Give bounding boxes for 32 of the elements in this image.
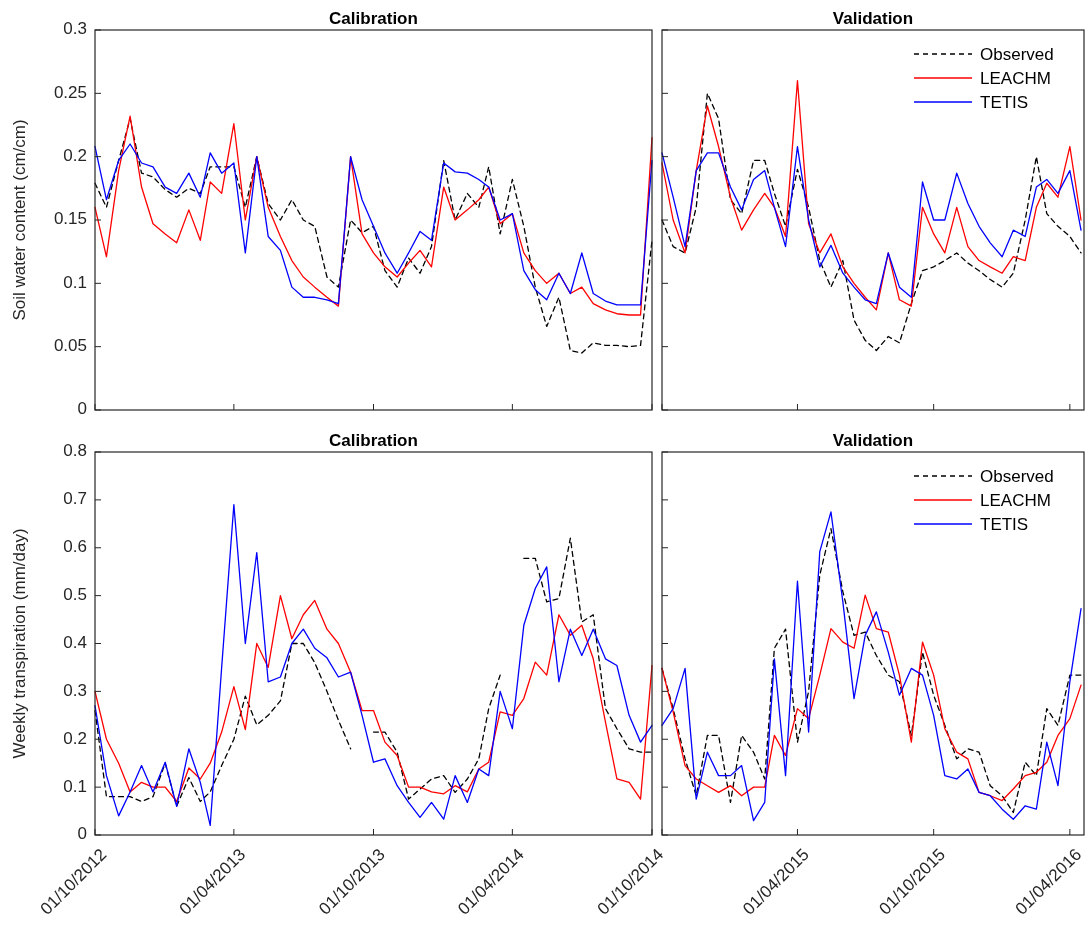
- chart-title: Validation: [832, 9, 914, 28]
- chart-title: Validation: [832, 431, 914, 450]
- legend-label: Observed: [980, 467, 1054, 486]
- y-tick-label: 0.05: [53, 336, 87, 356]
- y-tick-label: 0.6: [63, 537, 87, 557]
- y-tick-label: 0.2: [63, 146, 87, 166]
- y-axis-title: Soil water content (cm/cm): [10, 119, 29, 321]
- y-axis-title: Weekly transpiration (mm/day): [10, 528, 29, 759]
- legend-label: LEACHM: [980, 491, 1051, 510]
- y-tick-label: 0.8: [63, 441, 87, 461]
- legend-label: Observed: [980, 45, 1054, 64]
- line-series: [94, 115, 653, 316]
- y-tick-label: 0.15: [53, 209, 87, 229]
- chart-title: Calibration: [329, 431, 418, 450]
- y-tick-label: 0.25: [53, 82, 87, 102]
- line-series: [94, 594, 653, 803]
- legend-label: TETIS: [980, 515, 1029, 534]
- legend-label: LEACHM: [980, 69, 1051, 88]
- y-tick-label: 0.3: [63, 19, 87, 39]
- line-series: [94, 504, 653, 827]
- y-tick-label: 0.1: [63, 272, 87, 292]
- chart-title: Calibration: [329, 9, 418, 28]
- legend-label: TETIS: [980, 93, 1029, 112]
- y-tick-label: 0: [77, 399, 87, 419]
- y-tick-label: 0.2: [63, 728, 87, 748]
- y-tick-label: 0.1: [63, 776, 87, 796]
- y-tick-label: 0.5: [63, 585, 87, 605]
- y-tick-label: 0.7: [63, 489, 87, 509]
- y-tick-label: 0.4: [63, 632, 87, 652]
- line-series: [94, 143, 653, 306]
- y-tick-label: 0.3: [63, 680, 87, 700]
- y-tick-label: 0: [77, 824, 87, 844]
